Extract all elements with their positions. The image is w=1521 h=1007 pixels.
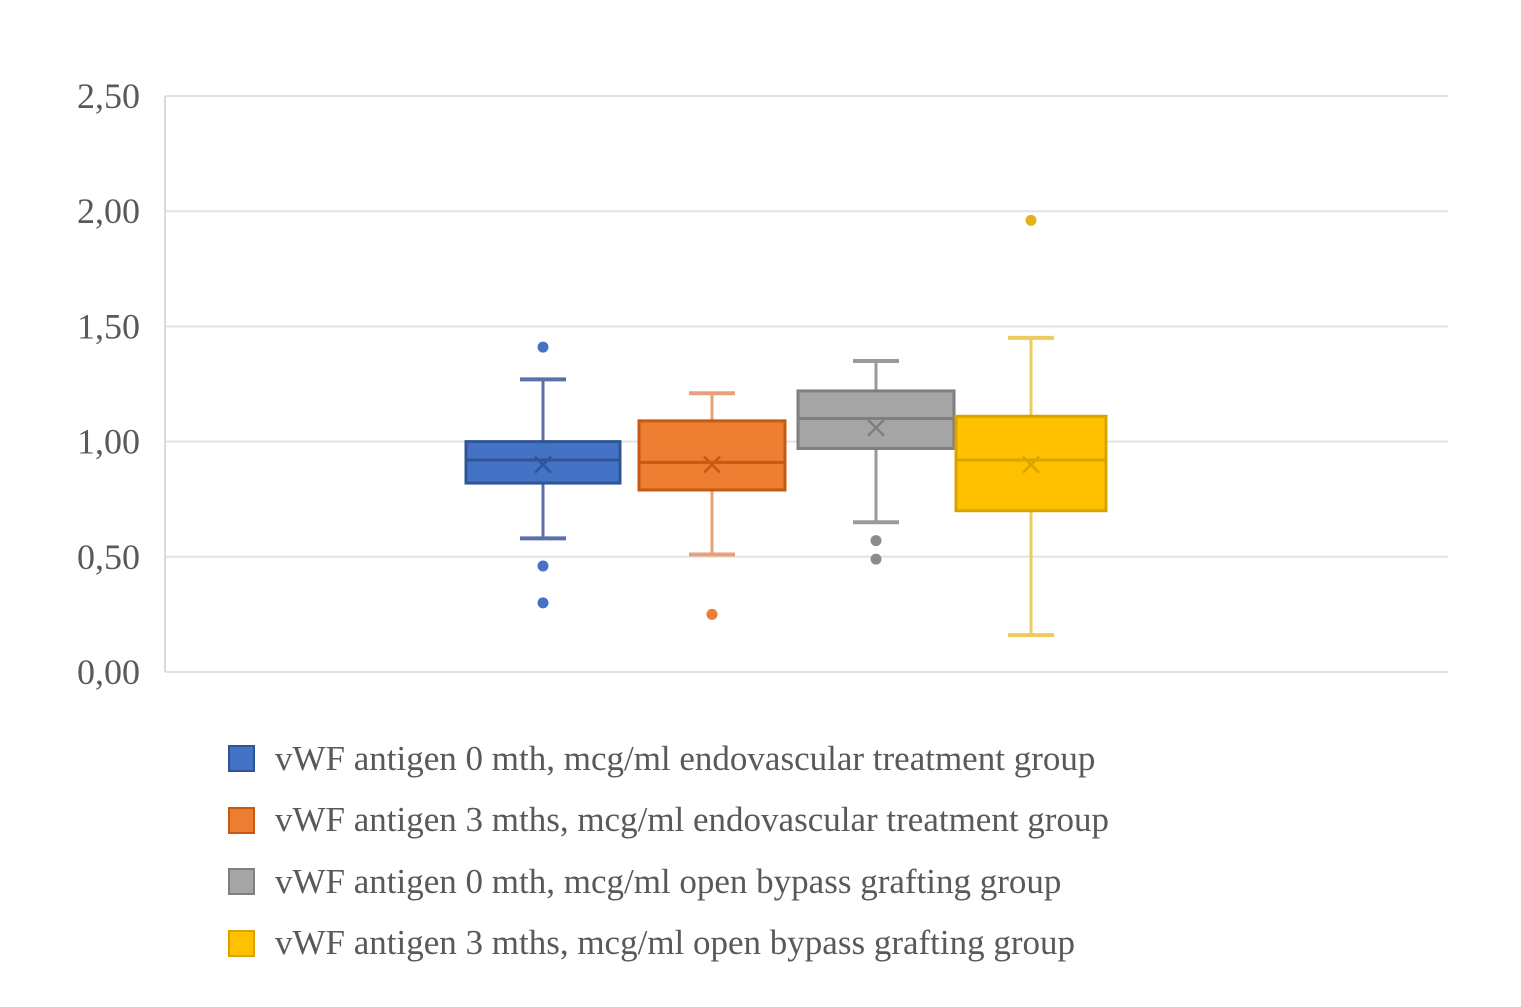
- y-axis: 0,00 0,50 1,00 1,50 2,00 2,50: [77, 76, 166, 692]
- legend-swatch: [228, 745, 255, 773]
- outlier-point: [870, 553, 882, 565]
- mean-marker: [703, 455, 721, 474]
- y-tick-label: 1,00: [77, 422, 140, 462]
- legend-label: vWF antigen 3 mths, mcg/ml open bypass g…: [275, 923, 1076, 963]
- legend-item: vWF antigen 3 mths, mcg/ml open bypass g…: [228, 913, 1109, 975]
- boxes: [464, 214, 1108, 638]
- outlier-point: [706, 608, 718, 620]
- box-series-2: [637, 391, 787, 620]
- box-series-4: [954, 214, 1108, 638]
- outlier-point: [537, 341, 549, 353]
- box-series-1: [464, 341, 622, 609]
- y-tick-label: 1,50: [77, 306, 140, 346]
- legend-label: vWF antigen 0 mth, mcg/ml endovascular t…: [275, 738, 1096, 778]
- y-tick-label: 2,00: [77, 191, 140, 231]
- legend-label: vWF antigen 0 mth, mcg/ml open bypass gr…: [275, 861, 1062, 901]
- outlier-point: [870, 535, 882, 547]
- legend-item: vWF antigen 3 mths, mcg/ml endovascular …: [228, 790, 1109, 852]
- y-tick-label: 2,50: [77, 76, 140, 116]
- y-tick-label: 0,00: [77, 652, 140, 692]
- gridlines: [165, 95, 1448, 673]
- box-plot-chart: 0,00 0,50 1,00 1,50 2,00 2,50: [77, 76, 1448, 692]
- legend: vWF antigen 0 mth, mcg/ml endovascular t…: [228, 728, 1109, 974]
- legend-item: vWF antigen 0 mth, mcg/ml open bypass gr…: [228, 851, 1109, 913]
- legend-label: vWF antigen 3 mths, mcg/ml endovascular …: [275, 800, 1109, 840]
- box-series-3: [796, 358, 956, 565]
- outlier-point: [537, 560, 549, 572]
- iqr-box: [464, 440, 622, 485]
- legend-item: vWF antigen 0 mth, mcg/ml endovascular t…: [228, 728, 1109, 790]
- outlier-point: [1025, 214, 1037, 226]
- y-tick-label: 0,50: [77, 537, 140, 577]
- iqr-box: [637, 419, 787, 492]
- legend-swatch: [228, 929, 255, 957]
- mean-marker: [1022, 455, 1040, 474]
- mean-marker: [534, 455, 552, 474]
- legend-swatch: [228, 868, 255, 896]
- mean-marker: [867, 418, 885, 437]
- legend-swatch: [228, 806, 255, 834]
- outlier-point: [537, 597, 549, 609]
